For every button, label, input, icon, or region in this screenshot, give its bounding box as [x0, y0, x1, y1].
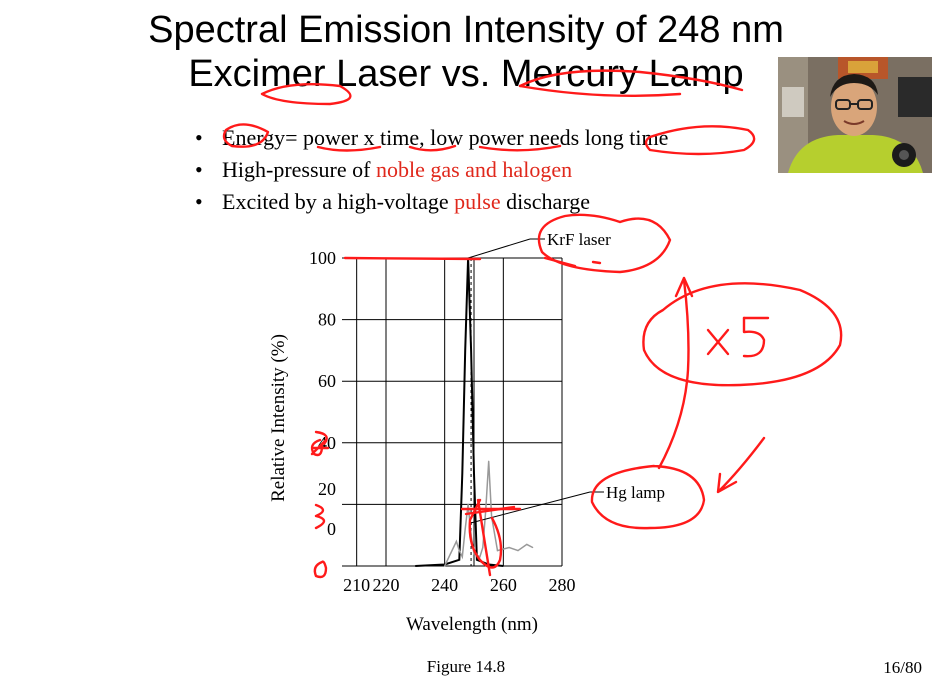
- series-point: [488, 460, 490, 462]
- series-point: [479, 556, 481, 558]
- figure-caption: Figure 14.8: [426, 657, 506, 676]
- krf-laser-annotation: KrF laser: [547, 230, 611, 249]
- series-point: [458, 550, 460, 552]
- series-point: [476, 559, 478, 561]
- y-tick-label: 60: [318, 371, 336, 391]
- handwritten-ink-stroke: [716, 436, 766, 494]
- series-point: [461, 473, 463, 475]
- handwritten-ink-stroke: [314, 430, 328, 446]
- series-point: [467, 503, 469, 505]
- presenter-webcam: [778, 57, 932, 173]
- bullet-list: • Energy= power x time, low power needs l…: [195, 122, 668, 218]
- y-tick-label: 20: [318, 479, 336, 499]
- series-point: [496, 550, 499, 552]
- handwritten-ink-stroke: [657, 278, 690, 470]
- bullet-text: Energy= power x time, low power needs lo…: [222, 125, 669, 150]
- bullet-marker: •: [195, 189, 203, 214]
- series-point: [473, 473, 475, 475]
- handwritten-ink-stroke: [314, 503, 326, 530]
- handwritten-ink-stroke: [518, 84, 682, 97]
- handwritten-ink-stroke: [590, 464, 706, 530]
- x-tick-label: 260: [490, 575, 517, 595]
- series-point: [458, 559, 460, 561]
- handwritten-ink-stroke: [706, 328, 730, 356]
- handwritten-ink-stroke: [742, 316, 766, 358]
- series-point: [461, 556, 463, 558]
- series-line-hg-lamp: [444, 461, 534, 567]
- series-point: [526, 543, 528, 546]
- handwritten-ink-stroke: [316, 145, 382, 152]
- series-point: [502, 565, 504, 567]
- x-axis-label: Wavelength (nm): [406, 614, 538, 635]
- series-point: [464, 349, 466, 351]
- x-tick-label: 210: [343, 575, 370, 595]
- bullet-highlight: noble gas and halogen: [375, 157, 573, 182]
- handwritten-ink-stroke: [476, 498, 492, 577]
- x-tick-label: 280: [549, 575, 576, 595]
- handwritten-ink-stroke: [343, 256, 482, 261]
- handwritten-ink-stroke: [408, 144, 457, 152]
- handwritten-ink-stroke: [518, 69, 744, 92]
- handwritten-ink-stroke: [260, 83, 352, 106]
- bullet-tail: discharge: [500, 189, 591, 214]
- y-axis-label: Relative Intensity (%): [268, 334, 289, 502]
- series-point: [464, 528, 466, 530]
- series-point: [482, 546, 484, 549]
- handwritten-ink-stroke: [478, 144, 562, 152]
- handwritten-ink-stroke: [644, 125, 756, 156]
- handwritten-ink-stroke: [591, 260, 602, 265]
- handwritten-ink-stroke: [537, 213, 672, 274]
- bullet-marker: •: [195, 157, 203, 182]
- series-point: [455, 540, 457, 542]
- bullet-text: Excited by a high-voltage: [222, 189, 455, 214]
- handwritten-ink-stroke: [468, 498, 503, 569]
- bullet-marker: •: [195, 125, 203, 150]
- series-point: [517, 550, 519, 552]
- bullet-item: • Excited by a high-voltage pulse dischar…: [195, 186, 668, 218]
- bullet-highlight: pulse: [454, 189, 501, 214]
- handwritten-ink-stroke: [313, 560, 328, 579]
- x-tick-label: 240: [431, 575, 458, 595]
- webcam-video-frame: [778, 57, 932, 173]
- series-point: [508, 546, 510, 549]
- series-point: [449, 553, 452, 555]
- y-tick-label: 80: [318, 310, 336, 330]
- series-point: [532, 546, 534, 549]
- bullet-item: • Energy= power x time, low power needs l…: [195, 122, 668, 154]
- x-tick-label: 220: [373, 575, 400, 595]
- series-point: [414, 565, 416, 567]
- series-line-krf-laser: [415, 257, 504, 567]
- series-point: [470, 349, 472, 351]
- hg-callout-line: [470, 491, 591, 524]
- bullet-item: • High-pressure of noble gas and halogen: [195, 154, 668, 186]
- handwritten-ink-stroke: [222, 123, 270, 148]
- series-point: [444, 565, 446, 567]
- y-tick-label: 100: [309, 248, 336, 268]
- handwritten-ink-stroke: [543, 256, 577, 268]
- krf-callout-line: [467, 238, 531, 259]
- page-number: 16/80: [883, 658, 922, 677]
- slide-title-line1: Spectral Emission Intensity of 248 nm: [148, 9, 784, 51]
- hg-lamp-annotation: Hg lamp: [606, 483, 665, 502]
- y-tick-label: 0: [327, 519, 336, 539]
- bullet-text: High-pressure of: [222, 157, 376, 182]
- handwritten-ink-stroke: [642, 282, 843, 387]
